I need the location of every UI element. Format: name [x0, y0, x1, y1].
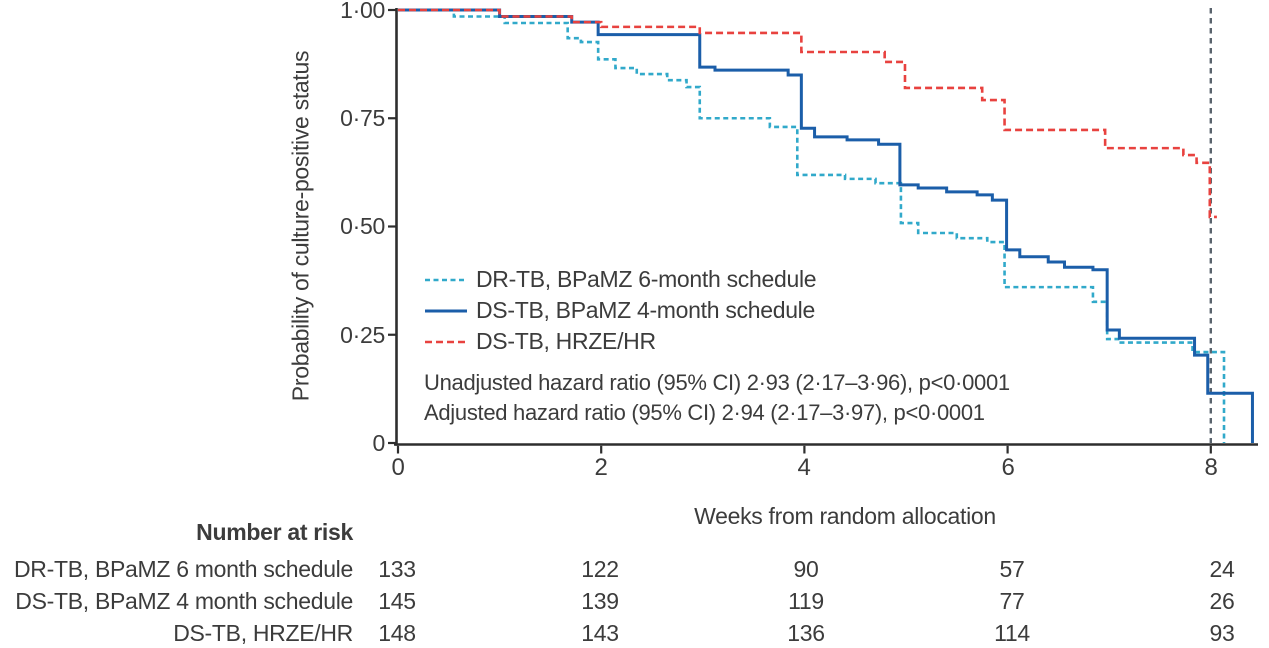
solid-blue-line-icon — [425, 309, 467, 312]
legend: DR-TB, BPaMZ 6-month schedule DS-TB, BPa… — [424, 264, 817, 357]
dashed-red-line-icon — [425, 340, 467, 343]
number-at-risk-row-label: DR-TB, BPaMZ 6 month schedule — [14, 556, 353, 582]
number-at-risk-value: 136 — [787, 620, 825, 646]
number-at-risk-header: Number at risk — [196, 519, 353, 545]
number-at-risk-row-label: DS-TB, HRZE/HR — [173, 620, 353, 646]
km-curve-ds-tb-hrze-hr — [398, 8, 1217, 219]
x-tick-label-0: 0 — [391, 454, 405, 481]
y-tick-label-0-25: 0·25 — [340, 322, 385, 348]
x-tick-label-6: 6 — [1001, 454, 1015, 481]
y-tick-label-1-00: 1·00 — [340, 0, 385, 23]
dashed-cyan-line-icon — [425, 278, 467, 281]
number-at-risk-row-label: DS-TB, BPaMZ 4 month schedule — [15, 588, 353, 614]
x-axis-title: Weeks from random allocation — [694, 503, 996, 529]
km-curve-ds-tb-bpamz-4-month-schedule — [398, 8, 1254, 443]
number-at-risk-value: 93 — [1209, 620, 1235, 646]
x-tick-label-2: 2 — [594, 454, 608, 481]
number-at-risk-value: 114 — [994, 620, 1030, 646]
legend-label: DS-TB, HRZE/HR — [476, 328, 656, 354]
legend-item-ds-tb-hrze: DS-TB, HRZE/HR — [424, 326, 816, 357]
number-at-risk-value: 139 — [581, 588, 619, 614]
number-at-risk-value: 24 — [1209, 556, 1235, 582]
number-at-risk-value: 133 — [378, 556, 416, 582]
y-tick-label-0-50: 0·50 — [340, 213, 385, 239]
number-at-risk-value: 90 — [793, 556, 819, 582]
number-at-risk-value: 26 — [1209, 588, 1235, 614]
unadjusted-hazard-ratio-text: Unadjusted hazard ratio (95% CI) 2·93 (2… — [424, 370, 1010, 395]
number-at-risk-value: 145 — [378, 588, 416, 614]
legend-label: DS-TB, BPaMZ 4-month schedule — [476, 297, 815, 323]
y-tick-label-0: 0 — [372, 430, 386, 456]
legend-item-ds-tb-bpamz-4: DS-TB, BPaMZ 4-month schedule — [424, 295, 816, 326]
number-at-risk-value: 148 — [378, 620, 416, 646]
legend-label: DR-TB, BPaMZ 6-month schedule — [476, 266, 817, 292]
number-at-risk-value: 119 — [788, 588, 824, 614]
x-tick-label-8: 8 — [1204, 454, 1218, 481]
number-at-risk-value: 122 — [581, 556, 619, 582]
y-axis-title: Probability of culture-positive status — [287, 50, 314, 402]
adjusted-hazard-ratio-text: Adjusted hazard ratio (95% CI) 2·94 (2·1… — [424, 400, 985, 425]
km-curve-dr-tb-bpamz-6-month-schedule — [398, 8, 1226, 443]
number-at-risk-value: 77 — [999, 588, 1025, 614]
x-tick-label-4: 4 — [797, 454, 811, 481]
number-at-risk-value: 143 — [581, 620, 619, 646]
number-at-risk-value: 57 — [999, 556, 1025, 582]
y-tick-label-0-75: 0·75 — [340, 105, 385, 131]
legend-item-dr-tb-bpamz-6: DR-TB, BPaMZ 6-month schedule — [424, 264, 817, 295]
